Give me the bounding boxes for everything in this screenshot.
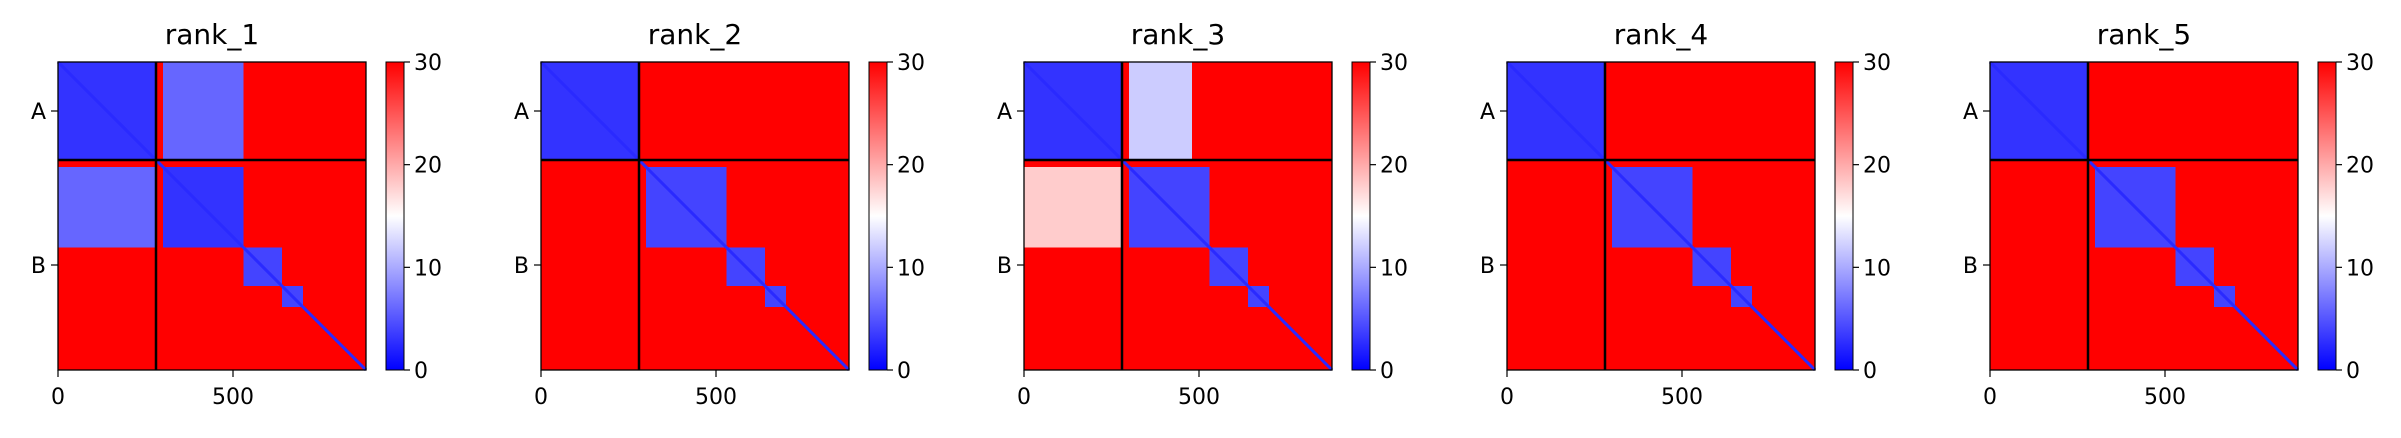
colorbar-tick-label: 10 <box>414 256 442 281</box>
heatmap-diagonal <box>1505 60 1817 372</box>
x-tick-label: 500 <box>1661 385 1703 410</box>
colorbar-tick-label: 20 <box>1863 154 1891 179</box>
colorbar <box>1834 61 1854 371</box>
colorbar-tick-label: 0 <box>897 359 911 384</box>
x-tick-label: 0 <box>1983 385 1997 410</box>
colorbar-tick-label: 20 <box>414 154 442 179</box>
heatmap-panel-3: rank_3 0 500 A B 0 10 20 30 <box>997 18 1408 410</box>
colorbar-tick-label: 0 <box>414 359 428 384</box>
colorbar-tick-label: 30 <box>897 51 925 76</box>
heatmap-diagonal <box>1988 60 2300 372</box>
axes-frame <box>540 61 850 371</box>
y-tick-label: B <box>997 254 1012 279</box>
y-tick-label: B <box>1480 254 1495 279</box>
x-tick-label: 500 <box>695 385 737 410</box>
colorbar-tick-label: 20 <box>2346 154 2374 179</box>
heatmap-block <box>1129 62 1192 160</box>
panel-title: rank_5 <box>2097 18 2191 51</box>
colorbar-tick-label: 10 <box>1380 256 1408 281</box>
y-tick-label: A <box>31 100 46 125</box>
x-tick-label: 0 <box>534 385 548 410</box>
colorbar-tick-label: 10 <box>2346 256 2374 281</box>
heatmap-diagonal <box>56 60 368 372</box>
y-tick-label: B <box>514 254 529 279</box>
colorbar-tick-label: 0 <box>1380 359 1394 384</box>
y-tick-label: A <box>1963 100 1978 125</box>
heatmap-block <box>163 62 244 160</box>
colorbar-tick-label: 30 <box>1380 51 1408 76</box>
panel-title: rank_2 <box>648 18 742 51</box>
colorbar-tick-label: 20 <box>1380 154 1408 179</box>
colorbar-tick-label: 30 <box>414 51 442 76</box>
colorbar-tick-label: 30 <box>2346 51 2374 76</box>
heatmap-block <box>58 167 156 248</box>
y-tick-label: A <box>997 100 1012 125</box>
colorbar <box>1351 61 1371 371</box>
heatmap-diagonal <box>1022 60 1334 372</box>
heatmap-panel-4: rank_4 0 500 A B 0 10 20 30 <box>1480 18 1891 410</box>
x-tick-label: 500 <box>1178 385 1220 410</box>
heatmap-diagonal <box>539 60 851 372</box>
y-tick-label: B <box>31 254 46 279</box>
axes-frame <box>1506 61 1816 371</box>
y-tick-label: B <box>1963 254 1978 279</box>
heatmap-panel-1: rank_1 0 500 A B 0 10 20 30 <box>31 18 442 410</box>
colorbar <box>385 61 405 371</box>
colorbar-tick-label: 20 <box>897 154 925 179</box>
x-tick-label: 0 <box>51 385 65 410</box>
panel-title: rank_3 <box>1131 18 1225 51</box>
axes-frame <box>1023 61 1333 371</box>
x-tick-label: 500 <box>2144 385 2186 410</box>
y-tick-label: A <box>1480 100 1495 125</box>
x-tick-label: 0 <box>1017 385 1031 410</box>
x-tick-label: 0 <box>1500 385 1514 410</box>
panel-title: rank_1 <box>165 18 259 51</box>
y-tick-label: A <box>514 100 529 125</box>
heatmap-block <box>1024 167 1122 248</box>
x-tick-label: 500 <box>212 385 254 410</box>
panel-title: rank_4 <box>1614 18 1708 51</box>
colorbar-tick-label: 0 <box>2346 359 2360 384</box>
colorbar-tick-label: 10 <box>1863 256 1891 281</box>
axes-frame <box>57 61 367 371</box>
colorbar-tick-label: 30 <box>1863 51 1891 76</box>
heatmap-panel-5: rank_5 0 500 A B 0 10 20 30 <box>1963 18 2374 410</box>
colorbar <box>2317 61 2337 371</box>
colorbar-tick-label: 0 <box>1863 359 1877 384</box>
axes-frame <box>1989 61 2299 371</box>
heatmap-panel-2: rank_2 0 500 A B 0 10 20 30 <box>514 18 925 410</box>
colorbar <box>868 61 888 371</box>
colorbar-tick-label: 10 <box>897 256 925 281</box>
